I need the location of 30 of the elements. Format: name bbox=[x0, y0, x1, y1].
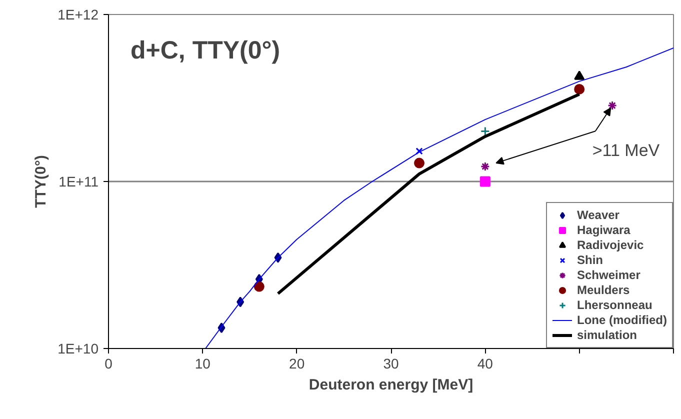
legend-label: Weaver bbox=[577, 208, 620, 222]
legend-label: Radivojevic bbox=[577, 238, 644, 252]
legend-label: Schweimer bbox=[577, 268, 640, 282]
legend-label: Lhersonneau bbox=[577, 298, 652, 312]
x-tick-label: 30 bbox=[383, 356, 399, 372]
point bbox=[574, 70, 585, 80]
y-tick-label: 1E+12 bbox=[58, 6, 99, 22]
legend-label: simulation bbox=[577, 328, 638, 342]
point bbox=[480, 126, 490, 136]
legend-label: Shin bbox=[577, 253, 603, 267]
y-tick-label: 1E+10 bbox=[58, 340, 99, 356]
legend-label: Lone (modified) bbox=[577, 313, 667, 327]
x-tick-label: 0 bbox=[104, 356, 113, 372]
point bbox=[480, 176, 490, 187]
y-axis-title: TTY(0°) bbox=[32, 155, 50, 208]
x-tick-label: 40 bbox=[477, 356, 494, 372]
point bbox=[254, 281, 264, 292]
x-tick-label: 20 bbox=[289, 356, 305, 372]
point bbox=[574, 84, 585, 94]
point bbox=[414, 158, 424, 168]
x-axis-title: Deuteron energy [MeV] bbox=[308, 376, 474, 394]
point bbox=[416, 148, 423, 155]
point bbox=[480, 162, 490, 172]
text: d+C, TTY(0°) bbox=[130, 36, 280, 64]
point bbox=[608, 100, 618, 110]
legend-label: Meulders bbox=[577, 283, 630, 297]
legend-label: Hagiwara bbox=[577, 223, 630, 237]
y-tick-label: 1E+11 bbox=[58, 174, 99, 190]
annotation: >11 MeV bbox=[592, 141, 660, 160]
x-tick-label: 10 bbox=[194, 356, 211, 372]
